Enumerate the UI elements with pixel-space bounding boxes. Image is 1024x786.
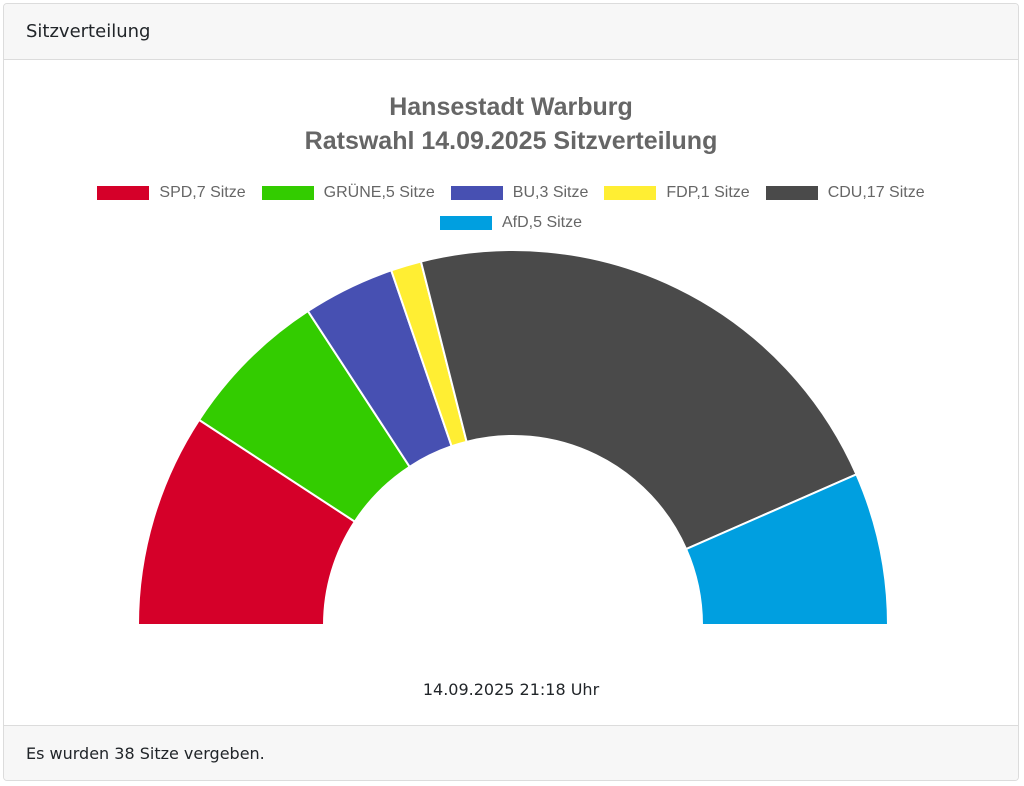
seat-chart	[136, 249, 890, 626]
legend-swatch	[97, 186, 150, 200]
legend-swatch	[450, 186, 503, 200]
legend-item-afd[interactable]: AfD,5 Sitze	[439, 214, 583, 232]
chart-legend-row2: AfD,5 Sitze	[4, 214, 1018, 232]
chart-title-line1: Hansestadt Warburg	[389, 93, 633, 121]
legend-item-cdu[interactable]: CDU,17 Sitze	[765, 184, 925, 202]
legend-swatch	[261, 186, 314, 200]
card-footer: Es wurden 38 Sitze vergeben.	[4, 725, 1018, 780]
card-body: Hansestadt Warburg Ratswahl 14.09.2025 S…	[4, 60, 1018, 727]
chart-legend: SPD,7 Sitze GRÜNE,5 Sitze BU,3 Sitze FDP…	[4, 184, 1018, 202]
chart-segment-cdu[interactable]	[419, 249, 858, 551]
legend-label: GRÜNE,5 Sitze	[323, 184, 435, 201]
legend-swatch	[765, 186, 818, 200]
legend-swatch	[604, 186, 657, 200]
legend-item-spd[interactable]: SPD,7 Sitze	[97, 184, 246, 202]
legend-label: AfD,5 Sitze	[501, 214, 583, 231]
legend-item-bu[interactable]: BU,3 Sitze	[450, 184, 589, 202]
legend-label: FDP,1 Sitze	[666, 184, 750, 201]
legend-label: BU,3 Sitze	[512, 184, 589, 201]
chart-timestamp: 14.09.2025 21:18 Uhr	[422, 680, 600, 699]
legend-label: CDU,17 Sitze	[827, 184, 925, 201]
legend-label: SPD,7 Sitze	[159, 184, 246, 201]
legend-item-fdp[interactable]: FDP,1 Sitze	[604, 184, 750, 202]
legend-swatch	[439, 216, 492, 230]
card-title: Sitzverteilung	[26, 21, 151, 42]
chart-title-line2: Ratswahl 14.09.2025 Sitzverteilung	[304, 127, 718, 155]
card-header: Sitzverteilung	[4, 4, 1018, 60]
chart-segment-afd[interactable]	[684, 473, 890, 626]
legend-item-gruene[interactable]: GRÜNE,5 Sitze	[261, 184, 435, 202]
seat-distribution-card: Sitzverteilung Hansestadt Warburg Ratswa…	[3, 3, 1019, 781]
seat-total-text: Es wurden 38 Sitze vergeben.	[26, 743, 265, 763]
